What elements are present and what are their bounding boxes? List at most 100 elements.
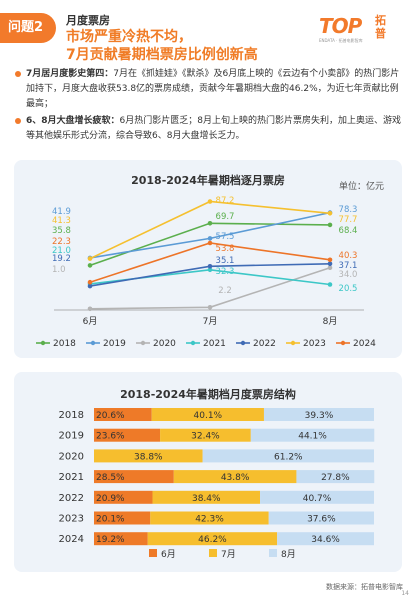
page-title-line2: 7月贡献暑期档票房比例创新高 bbox=[66, 47, 258, 63]
bar-value-label: 20.6% bbox=[96, 411, 125, 421]
bullet-dot-icon bbox=[15, 118, 21, 124]
series-line-2024 bbox=[89, 242, 331, 283]
legend-marker-2021 bbox=[190, 340, 196, 346]
legend-label: 2019 bbox=[103, 339, 126, 349]
bar-segment-8月 bbox=[260, 490, 374, 504]
data-label: 19.2 bbox=[52, 254, 71, 264]
bar-segment-7月 bbox=[147, 532, 278, 546]
bar-segment-8月 bbox=[263, 408, 374, 421]
data-label: 34.0 bbox=[339, 270, 358, 280]
data-label: 40.3 bbox=[339, 251, 358, 261]
page-header: 问题2 月度票房 市场严重冷热不均， 7月贡献暑期档票房比例创新高 TOP 拓普… bbox=[0, 10, 415, 63]
series-point-2022 bbox=[327, 261, 333, 267]
bar-segment-8月 bbox=[277, 532, 374, 546]
legend-label: 2020 bbox=[153, 339, 176, 349]
page-number: 14 bbox=[401, 590, 409, 597]
top-logo: TOP 拓普 ENDATA · 拓普电影智库 bbox=[319, 14, 405, 46]
bar-value-label: 40.7% bbox=[303, 494, 332, 504]
data-label: 35.1 bbox=[216, 256, 235, 266]
category-label: 2020 bbox=[59, 451, 84, 462]
finding-item: 7月居月度影史第四：7月在《抓娃娃》《默杀》及6月底上映的《云边有个小卖部》的热… bbox=[14, 67, 402, 112]
bar-segment-6月 bbox=[94, 511, 151, 525]
bar-value-label: 61.2% bbox=[274, 452, 303, 462]
data-label: 32.3 bbox=[216, 267, 235, 277]
data-label: 2.2 bbox=[218, 286, 232, 296]
finding-heading: 6、8月大盘增长疲软： bbox=[26, 116, 120, 126]
data-label: 53.8 bbox=[216, 244, 235, 254]
series-point-2020 bbox=[207, 305, 213, 310]
series-point-2022 bbox=[207, 264, 213, 269]
series-point-2019 bbox=[207, 236, 213, 241]
legend-label: 2021 bbox=[203, 339, 226, 349]
data-label: 87.2 bbox=[216, 196, 235, 206]
bar-value-label: 38.8% bbox=[134, 452, 163, 462]
data-label: 41.9 bbox=[52, 207, 71, 217]
line-chart-title: 2018-2024年暑期档逐月票房 bbox=[131, 174, 285, 187]
question-badge: 问题2 bbox=[0, 13, 56, 43]
legend-swatch-8月 bbox=[269, 549, 277, 557]
data-label: 21.0 bbox=[52, 246, 71, 256]
data-label: 1.0 bbox=[52, 265, 66, 275]
series-point-2024 bbox=[87, 279, 93, 285]
bar-value-label: 43.8% bbox=[221, 473, 250, 483]
series-point-2024 bbox=[207, 240, 213, 246]
legend-marker-2022 bbox=[240, 340, 246, 346]
data-label: 41.3 bbox=[52, 216, 71, 226]
legend-swatch-7月 bbox=[209, 549, 217, 557]
series-point-2018 bbox=[327, 222, 333, 228]
data-label: 57.5 bbox=[216, 232, 235, 242]
bar-segment-6月 bbox=[94, 408, 152, 421]
bar-segment-7月 bbox=[150, 511, 269, 525]
bar-segment-6月 bbox=[94, 490, 153, 504]
source-note: 数据来源：拓普电影智库 bbox=[326, 583, 403, 591]
bar-value-label: 28.5% bbox=[96, 473, 125, 483]
finding-heading: 7月居月度影史第四： bbox=[26, 69, 114, 79]
bar-segment-8月 bbox=[202, 449, 374, 463]
data-label: 78.3 bbox=[339, 205, 358, 215]
section-topic: 月度票房 bbox=[66, 14, 110, 27]
legend-label: 7月 bbox=[221, 549, 236, 560]
data-label: 68.4 bbox=[339, 226, 358, 236]
category-label: 2024 bbox=[59, 534, 84, 545]
category-label: 2019 bbox=[59, 431, 84, 442]
key-findings: 7月居月度影史第四：7月在《抓娃娃》《默杀》及6月底上映的《云边有个小卖部》的热… bbox=[14, 67, 402, 146]
bar-value-label: 46.2% bbox=[198, 535, 227, 545]
bar-segment-8月 bbox=[268, 511, 374, 525]
bar-value-label: 20.1% bbox=[96, 515, 125, 525]
bar-segment-8月 bbox=[296, 470, 375, 484]
legend-label: 2022 bbox=[253, 339, 276, 349]
series-point-2018 bbox=[87, 263, 93, 268]
finding-text: 6月热门影片匮乏；8月上旬上映的热门影片票房失利，加上奥运、游戏等其他娱乐形式分… bbox=[26, 116, 401, 141]
bar-value-label: 20.9% bbox=[96, 494, 125, 504]
legend-label: 2024 bbox=[353, 339, 376, 349]
bar-segment-6月 bbox=[94, 428, 161, 442]
finding-item: 6、8月大盘增长疲软：6月热门影片匮乏；8月上旬上映的热门影片票房失利，加上奥运… bbox=[14, 114, 402, 144]
data-label: 77.7 bbox=[339, 215, 358, 225]
line-chart-panel: 2018-2024年暑期档逐月票房 单位：亿元 6月 7月 8月 41.9 41.3 35… bbox=[14, 160, 402, 358]
bar-value-label: 42.3% bbox=[195, 515, 224, 525]
bar-chart-title: 2018-2024年暑期档月度票房结构 bbox=[120, 388, 296, 401]
bar-value-label: 37.6% bbox=[307, 515, 336, 525]
x-tick-label: 8月 bbox=[323, 316, 338, 327]
bar-chart-panel: 2018-2024年暑期档月度票房结构 2018 20.6% 40.1% 39.3% 2… bbox=[14, 372, 402, 572]
bullet-dot-icon bbox=[15, 71, 21, 77]
bar-segment-7月 bbox=[160, 428, 251, 442]
logo-cn-text: 拓普 bbox=[375, 14, 386, 40]
logo-subtext: ENDATA · 拓普电影智库 bbox=[319, 38, 363, 43]
bar-value-label: 44.1% bbox=[298, 432, 327, 442]
x-tick-label: 6月 bbox=[83, 316, 98, 327]
series-point-2021 bbox=[207, 267, 213, 273]
category-label: 2023 bbox=[59, 514, 84, 525]
legend-marker-2019 bbox=[90, 340, 96, 346]
category-label: 2022 bbox=[59, 493, 84, 504]
series-point-2023 bbox=[87, 256, 93, 261]
series-point-2020 bbox=[87, 306, 93, 312]
bar-value-label: 34.6% bbox=[311, 535, 340, 545]
bar-segment-8月 bbox=[250, 428, 375, 442]
bar-chart: 2018 20.6% 40.1% 39.3% 2019 23.6% 32.4% 44.1% 20… bbox=[59, 408, 375, 560]
logo-text: TOP bbox=[319, 14, 362, 38]
bar-value-label: 19.2% bbox=[96, 535, 125, 545]
bar-value-label: 38.4% bbox=[192, 494, 221, 504]
category-label: 2021 bbox=[59, 472, 84, 483]
bar-value-label: 39.3% bbox=[305, 411, 334, 421]
